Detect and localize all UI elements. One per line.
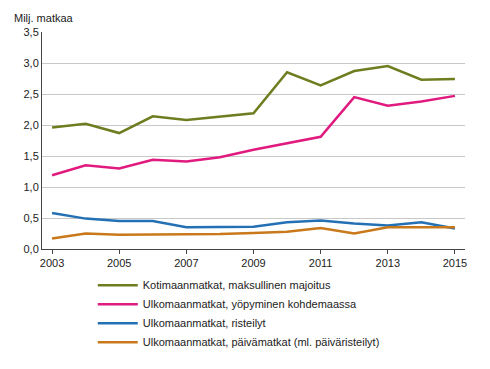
svg-text:2009: 2009 bbox=[241, 257, 265, 269]
svg-text:2013: 2013 bbox=[376, 257, 400, 269]
svg-text:Ulkomaanmatkat, päivämatkat (m: Ulkomaanmatkat, päivämatkat (ml. päiväri… bbox=[143, 336, 380, 348]
svg-text:2003: 2003 bbox=[40, 257, 64, 269]
svg-text:Ulkomaanmatkat, risteilyt: Ulkomaanmatkat, risteilyt bbox=[143, 317, 266, 329]
svg-text:3,5: 3,5 bbox=[24, 26, 39, 38]
svg-text:2,5: 2,5 bbox=[24, 88, 39, 100]
svg-text:2011: 2011 bbox=[309, 257, 333, 269]
svg-text:Milj. matkaa: Milj. matkaa bbox=[14, 12, 74, 24]
svg-text:3,0: 3,0 bbox=[24, 57, 39, 69]
svg-text:Ulkomaanmatkat, yöpyminen kohd: Ulkomaanmatkat, yöpyminen kohdemaassa bbox=[143, 298, 357, 310]
svg-text:2007: 2007 bbox=[174, 257, 198, 269]
svg-text:2015: 2015 bbox=[443, 257, 467, 269]
svg-text:1,0: 1,0 bbox=[24, 181, 39, 193]
svg-text:1,5: 1,5 bbox=[24, 150, 39, 162]
svg-text:2005: 2005 bbox=[107, 257, 131, 269]
svg-text:0,0: 0,0 bbox=[24, 243, 39, 255]
svg-text:Kotimaanmatkat, maksullinen ma: Kotimaanmatkat, maksullinen majoitus bbox=[143, 279, 331, 291]
svg-text:2,0: 2,0 bbox=[24, 119, 39, 131]
svg-text:0,5: 0,5 bbox=[24, 212, 39, 224]
